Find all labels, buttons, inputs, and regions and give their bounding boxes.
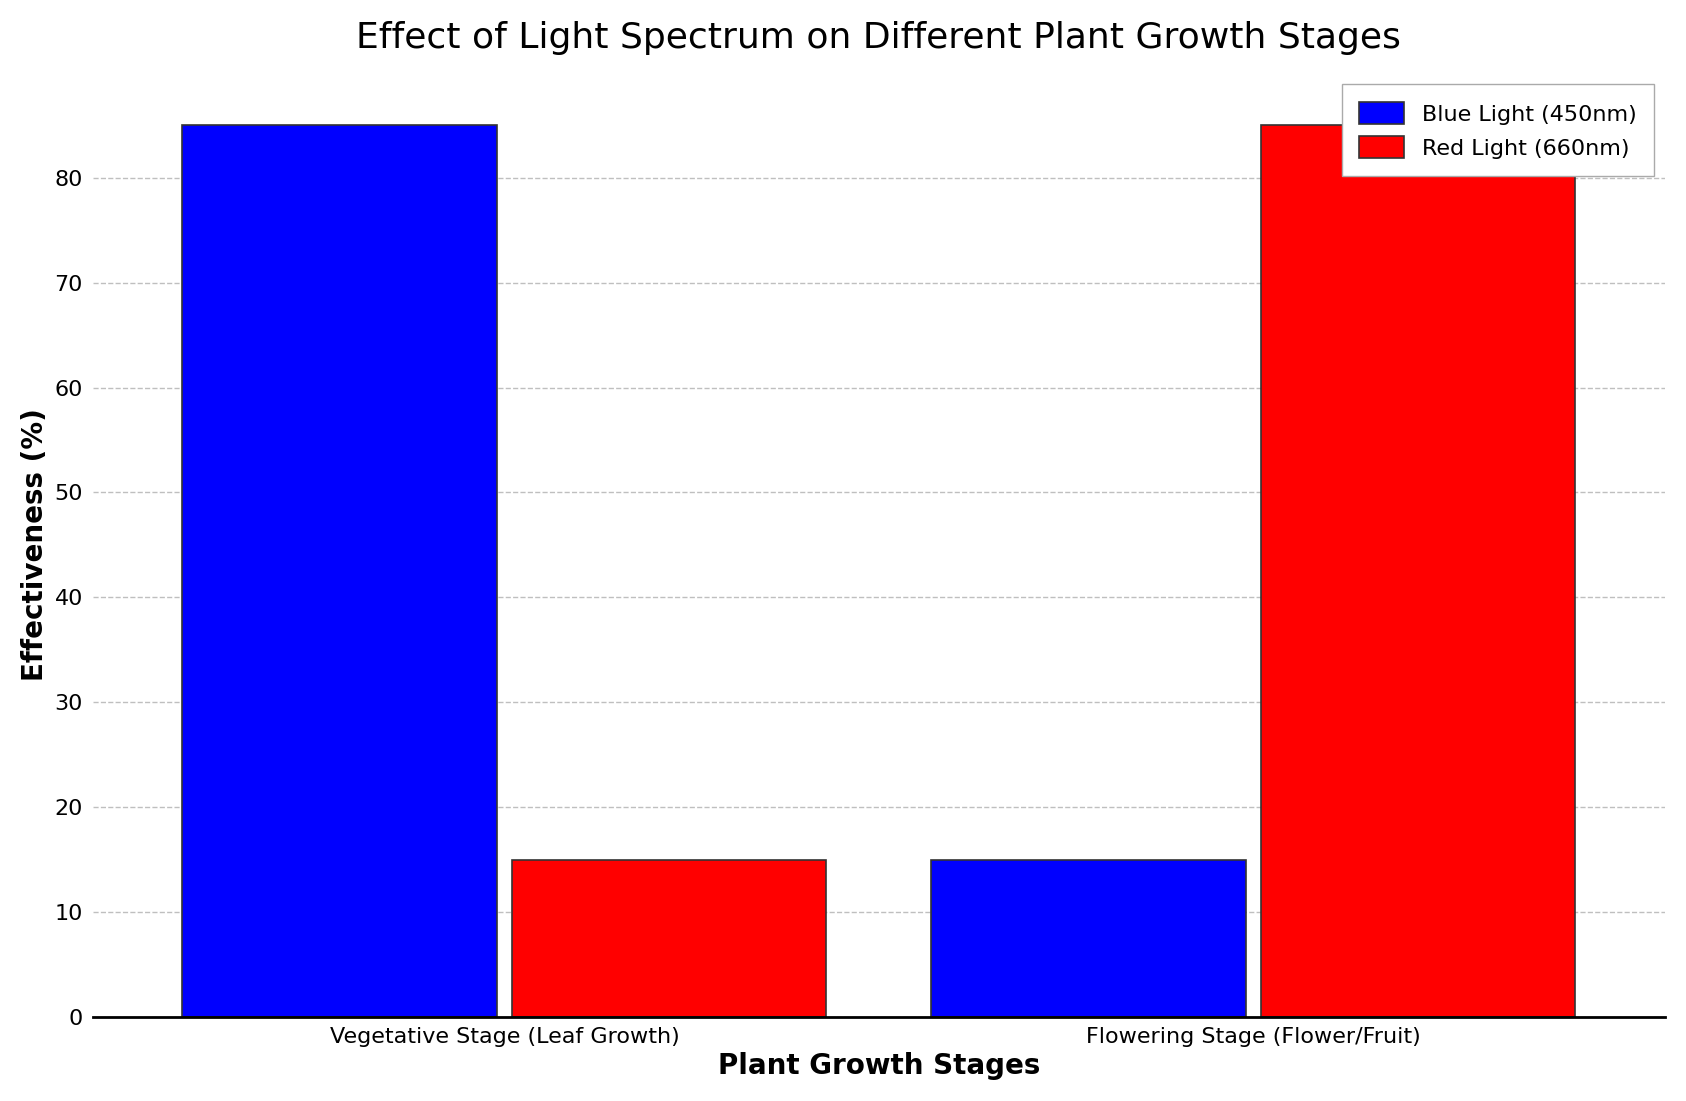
Bar xyxy=(182,126,497,1017)
Title: Effect of Light Spectrum on Different Plant Growth Stages: Effect of Light Spectrum on Different Pl… xyxy=(356,21,1401,55)
Legend: Blue Light (450nm), Red Light (660nm): Blue Light (450nm), Red Light (660nm) xyxy=(1342,84,1654,176)
Bar xyxy=(931,860,1246,1017)
X-axis label: Plant Growth Stages: Plant Growth Stages xyxy=(718,1053,1040,1080)
Bar xyxy=(513,860,826,1017)
Bar xyxy=(1261,126,1575,1017)
Y-axis label: Effectiveness (%): Effectiveness (%) xyxy=(20,408,49,682)
